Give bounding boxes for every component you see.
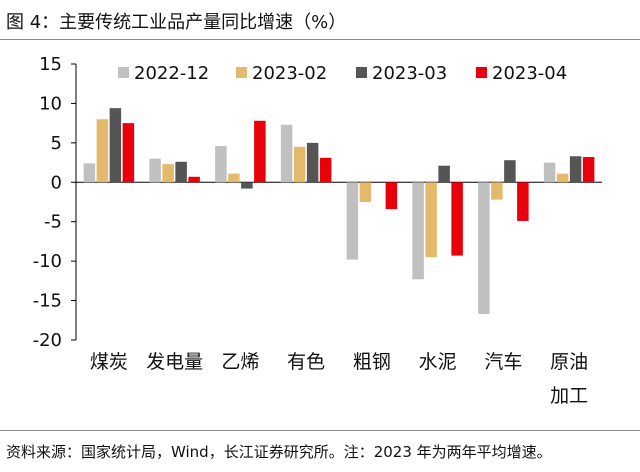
bar <box>359 182 372 202</box>
y-tick-label: -10 <box>33 251 62 272</box>
source-note: 资料来源：国家统计局，Wind，长江证券研究所。注：2023 年为两年平均增速。 <box>6 443 552 461</box>
bar <box>293 146 306 183</box>
x-tick-label: 有色 <box>287 351 325 373</box>
x-tick-label: 煤炭 <box>90 351 128 373</box>
bar <box>556 173 569 183</box>
legend-label: 2023-03 <box>372 63 447 84</box>
chart-title: 图 4：主要传统工业品产量同比增速（%） <box>6 12 347 33</box>
bar <box>96 119 109 183</box>
x-tick-label: 发电量 <box>146 351 203 373</box>
bar <box>517 182 529 221</box>
chart-header: 图 4：主要传统工业品产量同比增速（%） <box>0 0 640 40</box>
bar <box>478 182 490 314</box>
bar <box>83 163 96 183</box>
bar <box>228 173 240 183</box>
x-tick-label: 汽车 <box>484 351 522 373</box>
y-tick-label: -20 <box>33 330 62 351</box>
bar <box>122 123 135 183</box>
bar <box>412 182 424 280</box>
y-axis: 15 10 5 0 -5 -10 -15 -20 <box>33 54 602 351</box>
bar <box>569 156 582 183</box>
bar <box>346 182 359 260</box>
bar <box>149 158 161 183</box>
bar <box>280 124 293 183</box>
bar <box>491 182 503 200</box>
bar <box>241 182 253 189</box>
y-tick-label: -15 <box>33 291 62 312</box>
y-tick-label: 5 <box>51 133 62 154</box>
x-tick-label: 水泥 <box>419 351 457 373</box>
x-tick-label: 乙烯 <box>221 351 259 373</box>
legend: 2022-12 2023-02 2023-03 2023-04 <box>118 63 567 84</box>
source-note-bar: 资料来源：国家统计局，Wind，长江证券研究所。注：2023 年为两年平均增速。 <box>0 430 640 472</box>
y-tick-label: 0 <box>51 172 62 193</box>
x-tick-label: 原油 <box>550 351 588 373</box>
legend-swatch <box>356 67 367 78</box>
bar <box>385 182 398 210</box>
legend-label: 2023-04 <box>492 63 567 84</box>
bar <box>438 165 450 183</box>
y-tick-label: -5 <box>44 212 62 233</box>
bar <box>109 108 122 183</box>
bar <box>175 161 187 183</box>
bar <box>254 120 266 183</box>
bar <box>451 182 463 256</box>
bar <box>543 162 556 183</box>
bar <box>215 146 227 183</box>
legend-swatch <box>236 67 247 78</box>
legend-swatch <box>118 67 129 78</box>
legend-swatch <box>476 67 487 78</box>
bars <box>83 108 595 314</box>
bar <box>504 160 516 183</box>
y-tick-label: 10 <box>39 93 62 114</box>
legend-label: 2022-12 <box>134 63 209 84</box>
bar <box>162 164 174 183</box>
x-tick-label: 加工 <box>550 385 588 407</box>
bar <box>306 142 319 183</box>
legend-label: 2023-02 <box>252 63 327 84</box>
bar <box>425 182 437 258</box>
bar <box>582 157 595 183</box>
y-tick-label: 15 <box>39 54 62 75</box>
bar <box>319 157 332 183</box>
bar <box>188 176 200 183</box>
x-tick-label: 粗钢 <box>353 351 391 373</box>
